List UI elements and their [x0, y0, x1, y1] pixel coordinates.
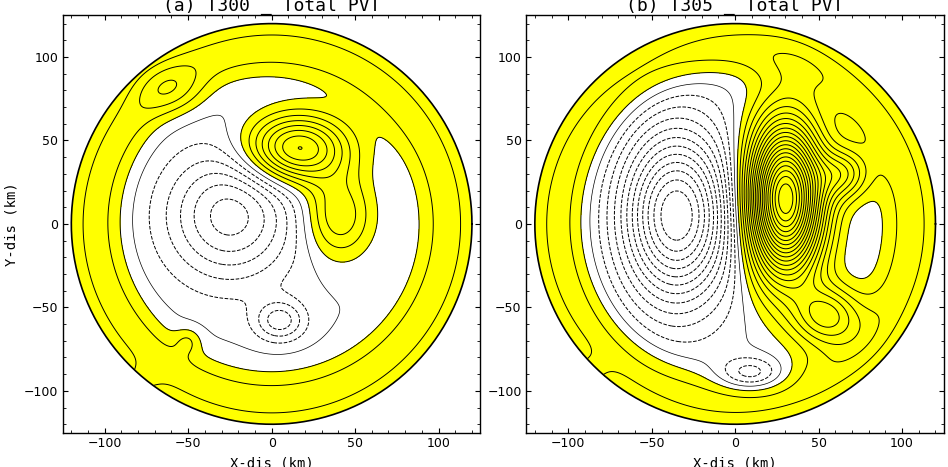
- Title: (a) T300 _ Total PVT: (a) T300 _ Total PVT: [163, 0, 380, 15]
- Title: (b) T305 _ Total PVT: (b) T305 _ Total PVT: [627, 0, 844, 15]
- X-axis label: X-dis (km): X-dis (km): [229, 456, 314, 467]
- Y-axis label: Y-dis (km): Y-dis (km): [4, 182, 18, 266]
- X-axis label: X-dis (km): X-dis (km): [693, 456, 777, 467]
